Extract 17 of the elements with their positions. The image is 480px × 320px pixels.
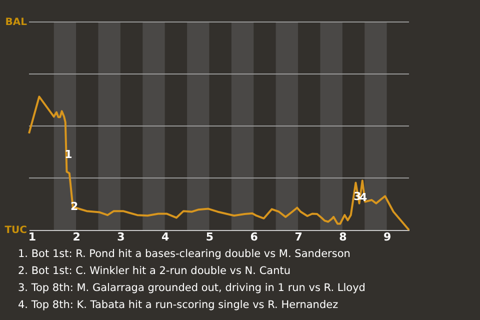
x-tick-label: 7: [294, 230, 302, 244]
x-tick-label: 6: [250, 230, 258, 244]
x-tick-label: 2: [72, 230, 80, 244]
x-tick-label: 5: [206, 230, 214, 244]
text: 4. Top 8th: K. Tabata hit a run-scoring single vs R. Hernandez: [18, 299, 339, 311]
x-tick-label: 4: [162, 230, 170, 244]
x-tick-label: 9: [383, 230, 392, 244]
annotation: 4: [359, 191, 368, 204]
x-tick-label: 1: [28, 230, 36, 244]
x-tick-label: 8: [339, 230, 347, 244]
text: TUC: [4, 225, 27, 236]
x-tick-label: 3: [117, 230, 125, 244]
text: 2. Bot 1st: C. Winkler hit a 2-run double vs N. Cantu: [18, 265, 291, 277]
text: 1. Bot 1st: R. Pond hit a bases-clearing double vs M. Sanderson: [18, 248, 350, 260]
text: 3. Top 8th: M. Galarraga grounded out, driving in 1 run vs R. Lloyd: [18, 282, 366, 294]
text: BAL: [5, 17, 28, 28]
annotation: 2: [70, 200, 78, 213]
